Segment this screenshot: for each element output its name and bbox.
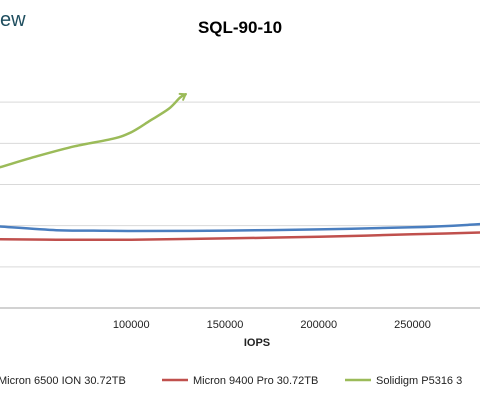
series-end-arrow (178, 92, 188, 101)
series-line-solidigm-p5316 (0, 93, 187, 169)
legend-label: Solidigm P5316 3 (376, 375, 462, 387)
x-tick-label: 200000 (300, 319, 337, 331)
plot-area (0, 92, 480, 242)
x-tick-label: 250000 (394, 319, 431, 331)
legend-label: Micron 6500 ION 30.72TB (0, 375, 126, 387)
x-tick-labels: 100000150000200000250000300000 (113, 319, 431, 331)
legend-label: Micron 9400 Pro 30.72TB (193, 375, 318, 387)
x-axis-label: IOPS (244, 337, 270, 349)
chart-title: SQL-90-10 (198, 18, 282, 37)
series-line-micron-6500-ion (0, 222, 480, 233)
logo-text: ew (0, 9, 26, 31)
gridlines (0, 101, 480, 268)
x-tick-label: 100000 (113, 319, 150, 331)
legend: Micron 6500 ION 30.72TB Micron 9400 Pro 3… (0, 375, 462, 387)
x-tick-label: 150000 (207, 319, 244, 331)
series-line-micron-9400-pro (0, 231, 480, 242)
